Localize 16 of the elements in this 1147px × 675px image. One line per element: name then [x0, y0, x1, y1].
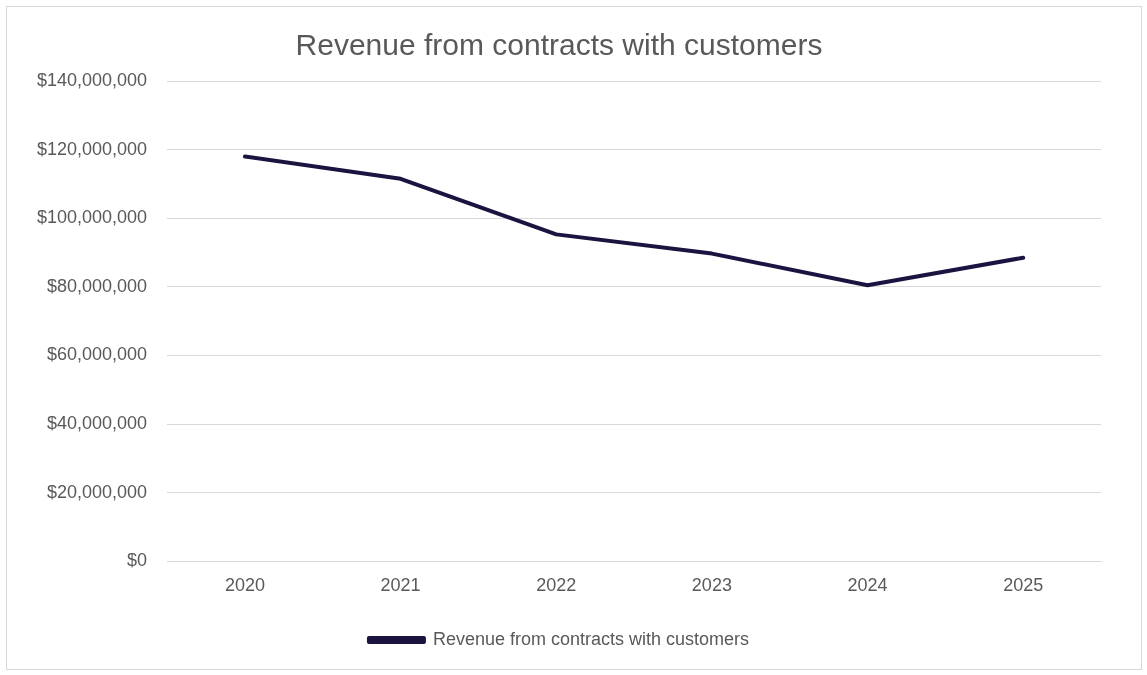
legend-label: Revenue from contracts with customers	[432, 628, 750, 649]
x-tick-label: 2025	[1003, 575, 1044, 596]
x-tick-label: 2020	[224, 575, 265, 596]
x-tick-label: 2023	[691, 575, 732, 596]
x-tick-label: 2022	[536, 575, 577, 596]
y-tick-label: $80,000,000	[47, 275, 148, 296]
y-tick-label: $60,000,000	[47, 344, 148, 365]
y-tick-label: $0	[127, 550, 148, 571]
y-tick-label: $140,000,000	[37, 69, 148, 90]
y-tick-label: $20,000,000	[47, 481, 148, 502]
x-tick-label: 2024	[847, 575, 888, 596]
chart-title: Revenue from contracts with customers	[295, 28, 823, 62]
x-tick-label: 2021	[380, 575, 421, 596]
y-tick-label: $120,000,000	[37, 138, 148, 159]
y-tick-label: $100,000,000	[37, 207, 148, 228]
y-tick-label: $40,000,000	[47, 413, 148, 434]
